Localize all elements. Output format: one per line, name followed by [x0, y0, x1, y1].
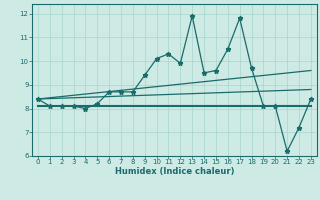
X-axis label: Humidex (Indice chaleur): Humidex (Indice chaleur)	[115, 167, 234, 176]
